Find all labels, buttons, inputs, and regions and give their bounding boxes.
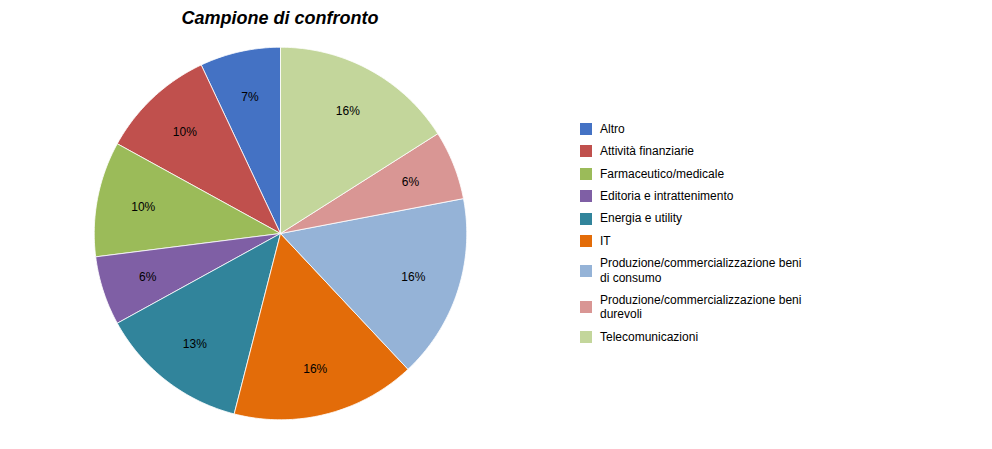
html-text:Energia e utility: Energia e utility xyxy=(600,211,682,226)
svg-text:16%: 16% xyxy=(336,104,360,118)
html-text:Telecomunicazioni: Telecomunicazioni xyxy=(600,329,699,344)
svg-text:6%: 6% xyxy=(139,270,157,284)
html-text:Editoria e intrattenimento: Editoria e intrattenimento xyxy=(600,189,734,203)
html-text:Produzione/commercializzazione: Produzione/commercializzazione beni dure… xyxy=(600,293,802,322)
svg-text:7%: 7% xyxy=(241,90,259,104)
svg-text:13%: 13% xyxy=(183,337,207,351)
svg-text:6%: 6% xyxy=(402,175,420,189)
html-text:Farmaceutico/medicale: Farmaceutico/medicale xyxy=(600,166,725,181)
html-text:Campione di confronto: Campione di confronto xyxy=(181,8,379,28)
svg-text:16%: 16% xyxy=(303,362,327,376)
svg-text:16%: 16% xyxy=(401,270,425,284)
svg-text:10%: 10% xyxy=(131,200,155,214)
html-text:Altro: Altro xyxy=(600,121,625,136)
html-text:Attività finanziarie: Attività finanziarie xyxy=(600,144,694,159)
html-text:Produzione/commercializzazione: Produzione/commercializzazione beni di c… xyxy=(600,256,802,285)
svg-text:10%: 10% xyxy=(173,124,197,138)
html-text:IT: IT xyxy=(600,233,611,248)
